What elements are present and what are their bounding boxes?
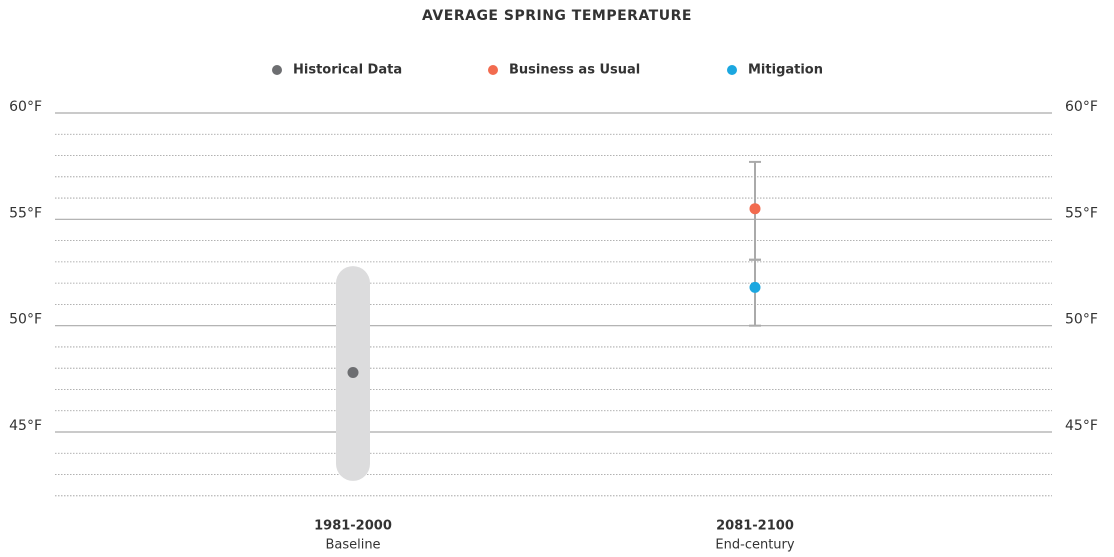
x-tick-sublabel: Baseline (325, 538, 380, 553)
y-tick-label: 50°F (9, 312, 42, 328)
legend-label: Business as Usual (509, 63, 640, 78)
chart-title: AVERAGE SPRING TEMPERATURE (422, 8, 692, 24)
y-tick-label: 45°F (9, 418, 42, 434)
legend-marker (727, 65, 737, 75)
dot (749, 281, 761, 293)
y-tick-label-right: 45°F (1065, 418, 1098, 434)
y-tick-label-right: 60°F (1065, 99, 1098, 115)
x-tick-label: 2081-2100 (716, 519, 794, 534)
y-tick-label: 60°F (9, 99, 42, 115)
legend-marker (488, 65, 498, 75)
x-tick-label: 1981-2000 (314, 519, 392, 534)
legend-label: Historical Data (293, 63, 402, 78)
x-tick-sublabel: End-century (715, 538, 794, 553)
dot (347, 366, 359, 378)
legend-marker (272, 65, 282, 75)
y-tick-label-right: 55°F (1065, 205, 1098, 221)
y-tick-label-right: 50°F (1065, 312, 1098, 328)
y-tick-label: 55°F (9, 205, 42, 221)
legend-label: Mitigation (748, 63, 823, 78)
dot (749, 203, 761, 215)
